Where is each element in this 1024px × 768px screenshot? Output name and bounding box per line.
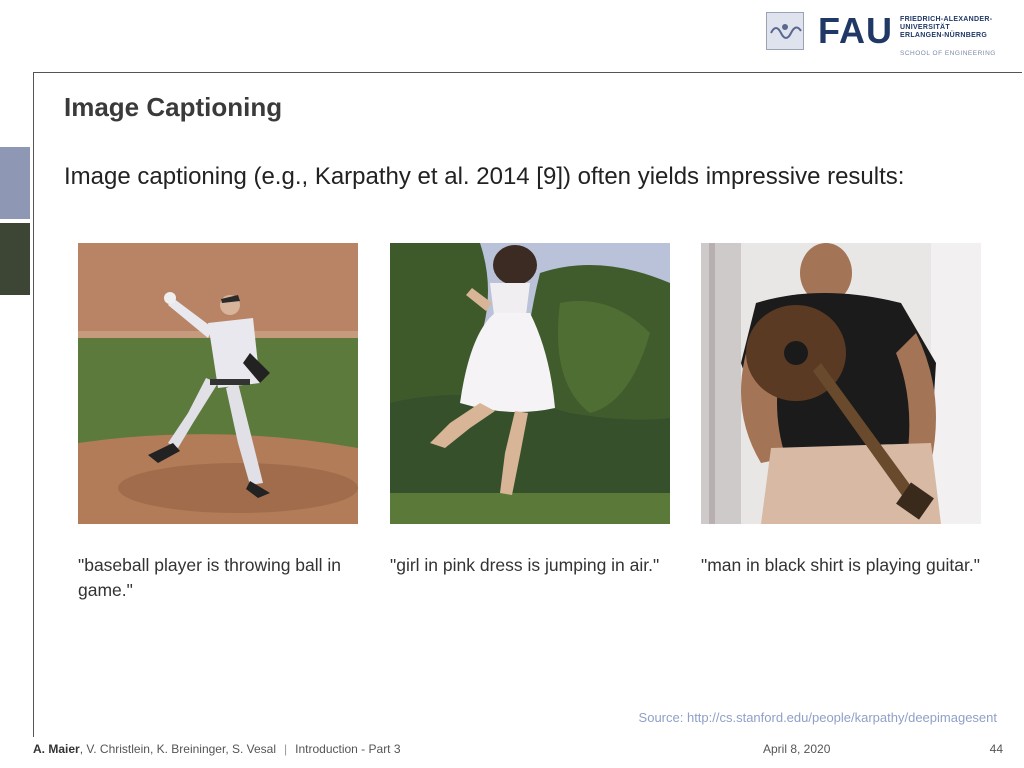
logo-line: FRIEDRICH-ALEXANDER- — [900, 16, 992, 24]
caption-baseball: "baseball player is throwing ball in gam… — [78, 553, 368, 603]
footer-separator: | — [284, 742, 287, 756]
side-accent-tab — [0, 147, 30, 219]
logo-line: ERLANGEN-NÜRNBERG — [900, 32, 992, 40]
source-citation: Source: http://cs.stanford.edu/people/ka… — [639, 710, 997, 725]
side-accent-tab — [0, 223, 30, 295]
slide-title: Image Captioning — [64, 92, 282, 123]
fau-logo: FAU FRIEDRICH-ALEXANDER- UNIVERSITÄT ERL… — [766, 12, 996, 62]
caption-girl: "girl in pink dress is jumping in air." — [390, 553, 680, 578]
logo-word: FAU — [818, 10, 893, 52]
slide-intro-text: Image captioning (e.g., Karpathy et al. … — [64, 163, 904, 191]
baseball-photo — [78, 243, 358, 524]
guitar-player-photo — [701, 243, 981, 524]
university-seal-icon — [766, 12, 804, 50]
footer-lecture: Introduction - Part 3 — [295, 742, 400, 756]
page-number: 44 — [990, 742, 1003, 756]
caption-guitar: "man in black shirt is playing guitar." — [701, 553, 991, 578]
footer-date: April 8, 2020 — [763, 742, 830, 756]
footer-authors: A. Maier, V. Christlein, K. Breininger, … — [33, 742, 401, 756]
logo-line: UNIVERSITÄT — [900, 24, 992, 32]
footer-main-author: A. Maier — [33, 742, 80, 756]
logo-university-name: FRIEDRICH-ALEXANDER- UNIVERSITÄT ERLANGE… — [900, 16, 992, 40]
girl-jumping-photo — [390, 243, 670, 524]
slide-footer: A. Maier, V. Christlein, K. Breininger, … — [33, 742, 1003, 758]
footer-coauthors: , V. Christlein, K. Breininger, S. Vesal — [80, 742, 276, 756]
logo-school: SCHOOL OF ENGINEERING — [900, 50, 996, 57]
